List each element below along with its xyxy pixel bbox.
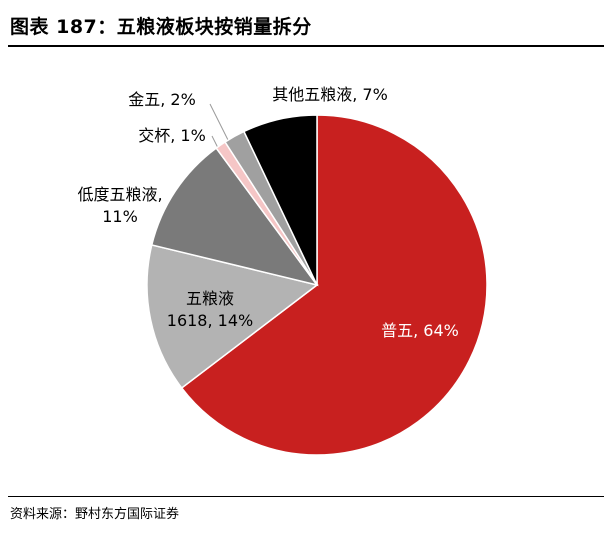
slice-label: 交杯, 1% <box>138 126 206 145</box>
chart-title: 图表 187：五粮液板块按销量拆分 <box>10 16 312 38</box>
slice-label: 普五, 64% <box>381 321 459 340</box>
pie-slice <box>242 114 318 286</box>
slice-label: 五粮液 1618, 14% <box>167 289 253 330</box>
slice-label: 低度五粮液, 11% <box>77 185 162 226</box>
pie-slice <box>180 114 488 456</box>
source-note: 资料来源：野村东方国际证券 <box>10 507 180 522</box>
leader-line <box>209 103 231 145</box>
title-rule <box>8 45 604 47</box>
slice-label: 其他五粮液, 7% <box>272 85 388 104</box>
source-rule <box>8 496 604 497</box>
slice-label: 金五, 2% <box>128 90 196 109</box>
pie-slice <box>146 244 319 390</box>
pie-slice <box>150 147 319 287</box>
